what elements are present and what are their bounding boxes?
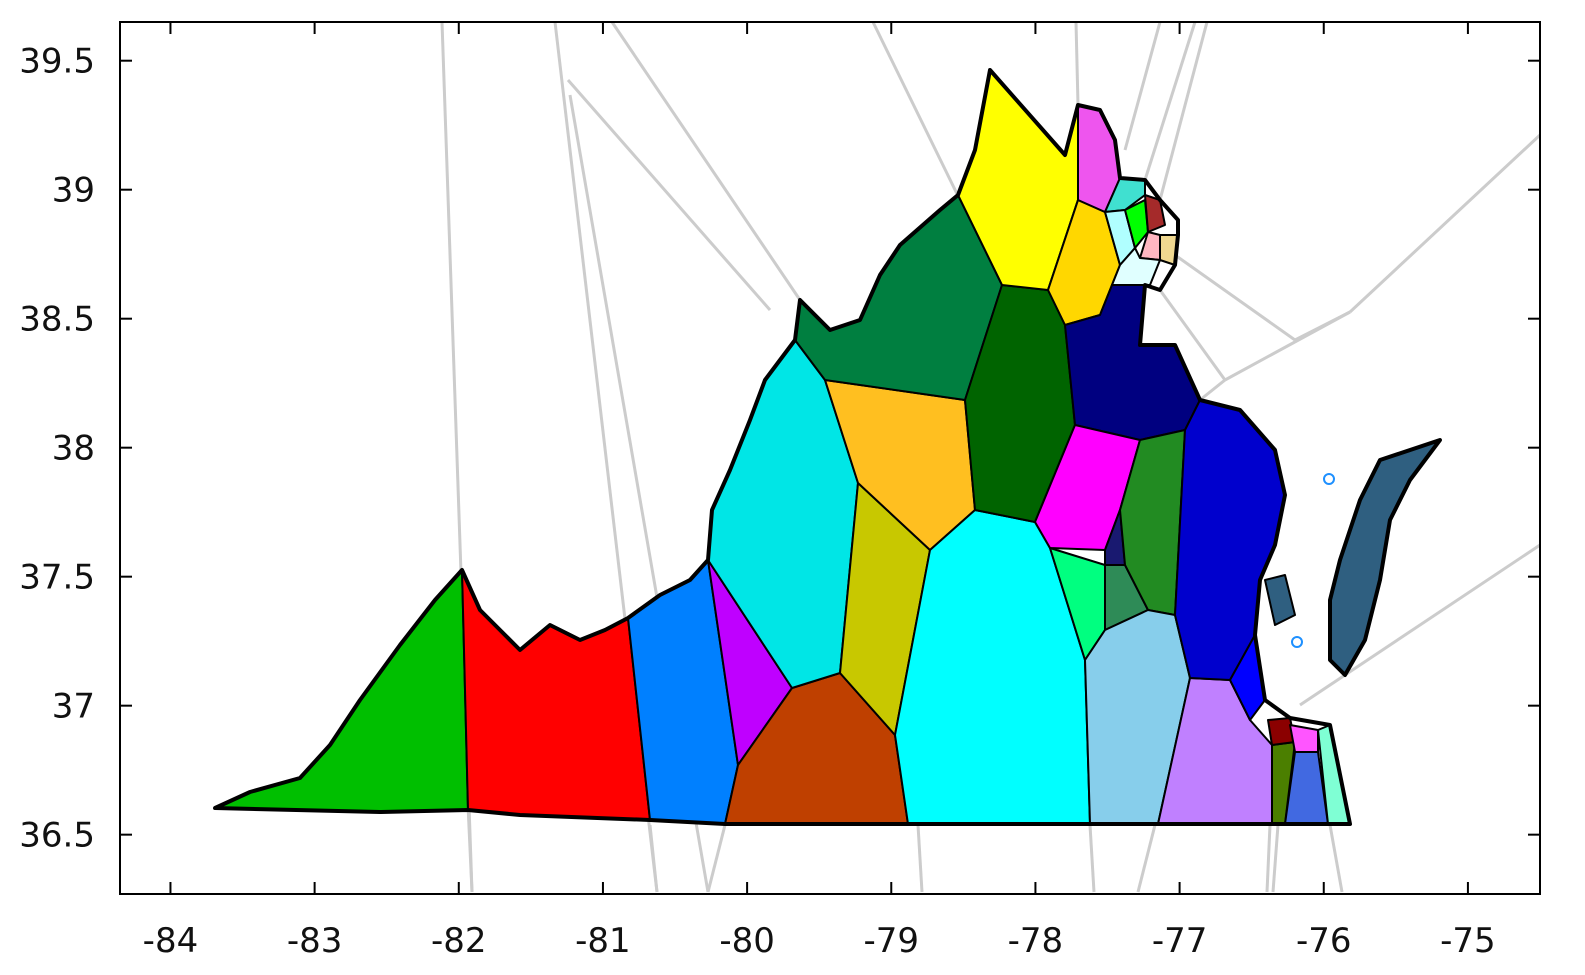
voronoi-line <box>1074 21 1080 106</box>
y-tick-label: 39.5 <box>19 42 95 82</box>
voronoi-line <box>1088 824 1096 893</box>
x-tick-label: -81 <box>575 921 631 961</box>
x-axis: -84 -83 -82 -81 -80 -79 -78 -77 -76 -75 <box>143 22 1496 961</box>
x-tick-label: -76 <box>1296 921 1352 961</box>
voronoi-line <box>871 21 962 201</box>
y-tick-label: 39 <box>52 171 95 211</box>
voronoi-line <box>1328 824 1344 893</box>
x-tick-label: -79 <box>863 921 919 961</box>
y-tick-label: 37 <box>52 687 95 727</box>
voronoi-line <box>1299 543 1541 707</box>
region-pale-cyan <box>1111 247 1161 286</box>
voronoi-line <box>648 824 659 893</box>
y-tick-label: 36.5 <box>19 816 95 856</box>
region-orchid <box>1289 724 1319 753</box>
voronoi-line <box>1174 253 1296 342</box>
voronoi-line <box>706 824 727 893</box>
x-tick-label: -75 <box>1440 921 1496 961</box>
voronoi-line <box>916 824 924 893</box>
regions-layer <box>214 69 1441 825</box>
voronoi-line <box>1224 310 1351 382</box>
eastern-shore-outline <box>1328 438 1442 677</box>
region-brown <box>1144 194 1166 233</box>
x-tick-label: -78 <box>1008 921 1064 961</box>
marker-circle <box>1291 636 1303 648</box>
voronoi-line <box>1143 21 1197 181</box>
voronoi-line <box>1271 824 1280 893</box>
x-tick-label: -80 <box>719 921 775 961</box>
region-red <box>461 569 651 821</box>
voronoi-line <box>1348 133 1542 314</box>
y-axis: 39.5 39 38.5 38 37.5 37 36.5 <box>19 42 1540 856</box>
y-tick-label: 38.5 <box>19 300 95 340</box>
mainland-outline <box>213 68 1352 826</box>
y-tick-label: 38 <box>52 429 95 469</box>
voronoi-lines <box>440 21 1542 893</box>
voronoi-line <box>1158 21 1209 201</box>
plot-frame <box>119 21 1541 895</box>
x-tick-label: -82 <box>431 921 487 961</box>
y-tick-label: 37.5 <box>19 558 95 598</box>
voronoi-line <box>610 21 802 301</box>
voronoi-line <box>466 804 474 893</box>
markers-layer <box>1291 473 1335 648</box>
x-tick-label: -83 <box>287 921 343 961</box>
region-slate-blue-inlet <box>1264 574 1296 626</box>
voronoi-line <box>1158 289 1227 381</box>
voronoi-line <box>1136 824 1157 893</box>
state-outline <box>213 68 1442 826</box>
voronoi-line <box>1123 21 1162 151</box>
region-dark-green-north <box>794 194 1003 401</box>
x-tick-label: -84 <box>143 921 199 961</box>
x-tick-label: -77 <box>1152 921 1208 961</box>
voronoi-line <box>1199 378 1226 402</box>
voronoi-line <box>566 79 772 311</box>
marker-circle <box>1323 473 1335 485</box>
voronoi-line <box>1265 824 1272 893</box>
